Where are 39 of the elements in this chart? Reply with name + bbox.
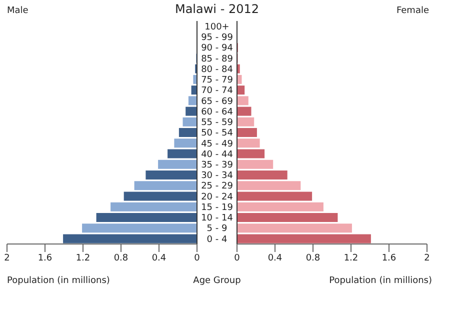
x-tick-label: 1.2 (76, 253, 90, 264)
x-tick-label: 1.6 (382, 253, 396, 264)
y-tick-label: 20 - 24 (201, 192, 234, 202)
x-tick-label: 0 (234, 253, 240, 264)
y-tick-label: 40 - 44 (201, 150, 234, 160)
y-tick-label: 100+ (204, 22, 230, 32)
y-tick-label: 45 - 49 (201, 139, 234, 150)
x-tick-label: 0 (194, 253, 200, 264)
x-tick-label: 1.2 (344, 253, 358, 264)
y-tick-label: 15 - 19 (201, 202, 234, 213)
y-tick-label: 35 - 39 (201, 160, 234, 171)
y-axis-title: Age Group (193, 276, 241, 286)
x-tick-label: 0.8 (114, 253, 128, 264)
y-tick-label: 50 - 54 (201, 128, 234, 139)
x-tick-label: 0.8 (306, 253, 320, 264)
y-tick-label: 55 - 59 (201, 118, 234, 128)
x-tick-label: 0.4 (152, 253, 166, 264)
y-tick-label: 25 - 29 (201, 182, 234, 192)
y-tick-label: 10 - 14 (201, 214, 234, 224)
x-tick-label: 1.6 (38, 253, 52, 264)
y-tick-label: 90 - 94 (201, 44, 234, 54)
chart-title: Malawi - 2012 (174, 2, 260, 16)
x-tick-label: 2 (4, 253, 10, 264)
y-tick-label: 85 - 89 (201, 54, 234, 64)
y-tick-label: 75 - 79 (201, 76, 234, 86)
y-tick-label: 60 - 64 (201, 107, 234, 118)
x-tick-label: 0.4 (268, 253, 282, 264)
y-tick-label: 30 - 34 (201, 171, 234, 182)
y-tick-label: 0 - 4 (206, 234, 228, 245)
x-tick-label: 2 (424, 253, 430, 264)
x-axis-title: Population (in millions) (7, 276, 110, 286)
text: Male (7, 6, 28, 16)
y-tick-label: 70 - 74 (201, 86, 234, 96)
x-axis-title: Population (in millions) (329, 276, 432, 286)
y-tick-label: 95 - 99 (201, 33, 234, 44)
text: Female (396, 6, 429, 16)
y-tick-label: 80 - 84 (201, 64, 234, 75)
y-tick-label: 65 - 69 (201, 96, 234, 107)
y-tick-label: 5 - 9 (206, 224, 228, 234)
